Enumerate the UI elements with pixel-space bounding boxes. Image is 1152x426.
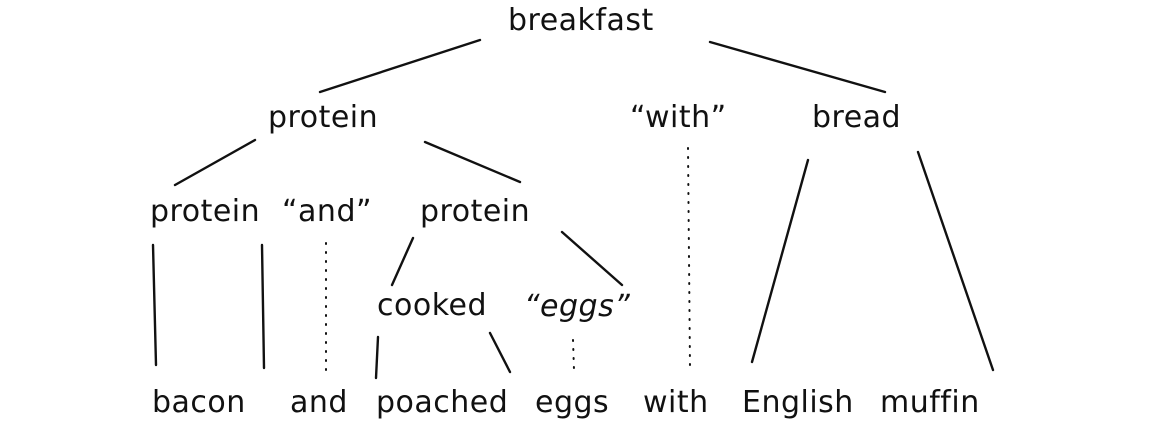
node-and-rule: “and” (282, 194, 373, 229)
edge-protein-right-eggs (560, 230, 624, 287)
dots-eggs (572, 339, 575, 371)
node-breakfast: breakfast (508, 3, 654, 38)
edge-cooked-bracket (488, 331, 512, 374)
edge-protein-left-bacon (151, 243, 158, 367)
edge-protein-right-cooked (390, 236, 415, 287)
word-poached: poached (376, 385, 509, 420)
edge-protein-protein-left (173, 138, 257, 187)
word-with: with (643, 385, 709, 420)
edge-cooked-poached (374, 335, 380, 380)
word-bacon: bacon (152, 385, 246, 420)
word-eggs: eggs (535, 385, 610, 420)
edge-breakfast-bread (708, 40, 887, 94)
edge-bread-english (750, 158, 810, 364)
node-protein-left: protein (150, 194, 261, 229)
node-eggs-rule: “eggs” (524, 289, 631, 324)
node-protein-right: protein (420, 194, 531, 229)
edge-breakfast-protein (318, 38, 482, 94)
word-muffin: muffin (880, 385, 980, 420)
node-protein-top: protein (268, 100, 379, 135)
edge-bread-muffin (916, 150, 995, 372)
node-with-rule: “with” (630, 100, 727, 135)
dots-with (687, 147, 691, 369)
edge-bracket-bacon (260, 243, 266, 370)
word-and: and (290, 385, 348, 420)
node-bread: bread (812, 100, 902, 135)
word-english: English (742, 385, 854, 420)
node-cooked: cooked (377, 288, 488, 323)
edge-protein-protein-right (423, 140, 522, 184)
